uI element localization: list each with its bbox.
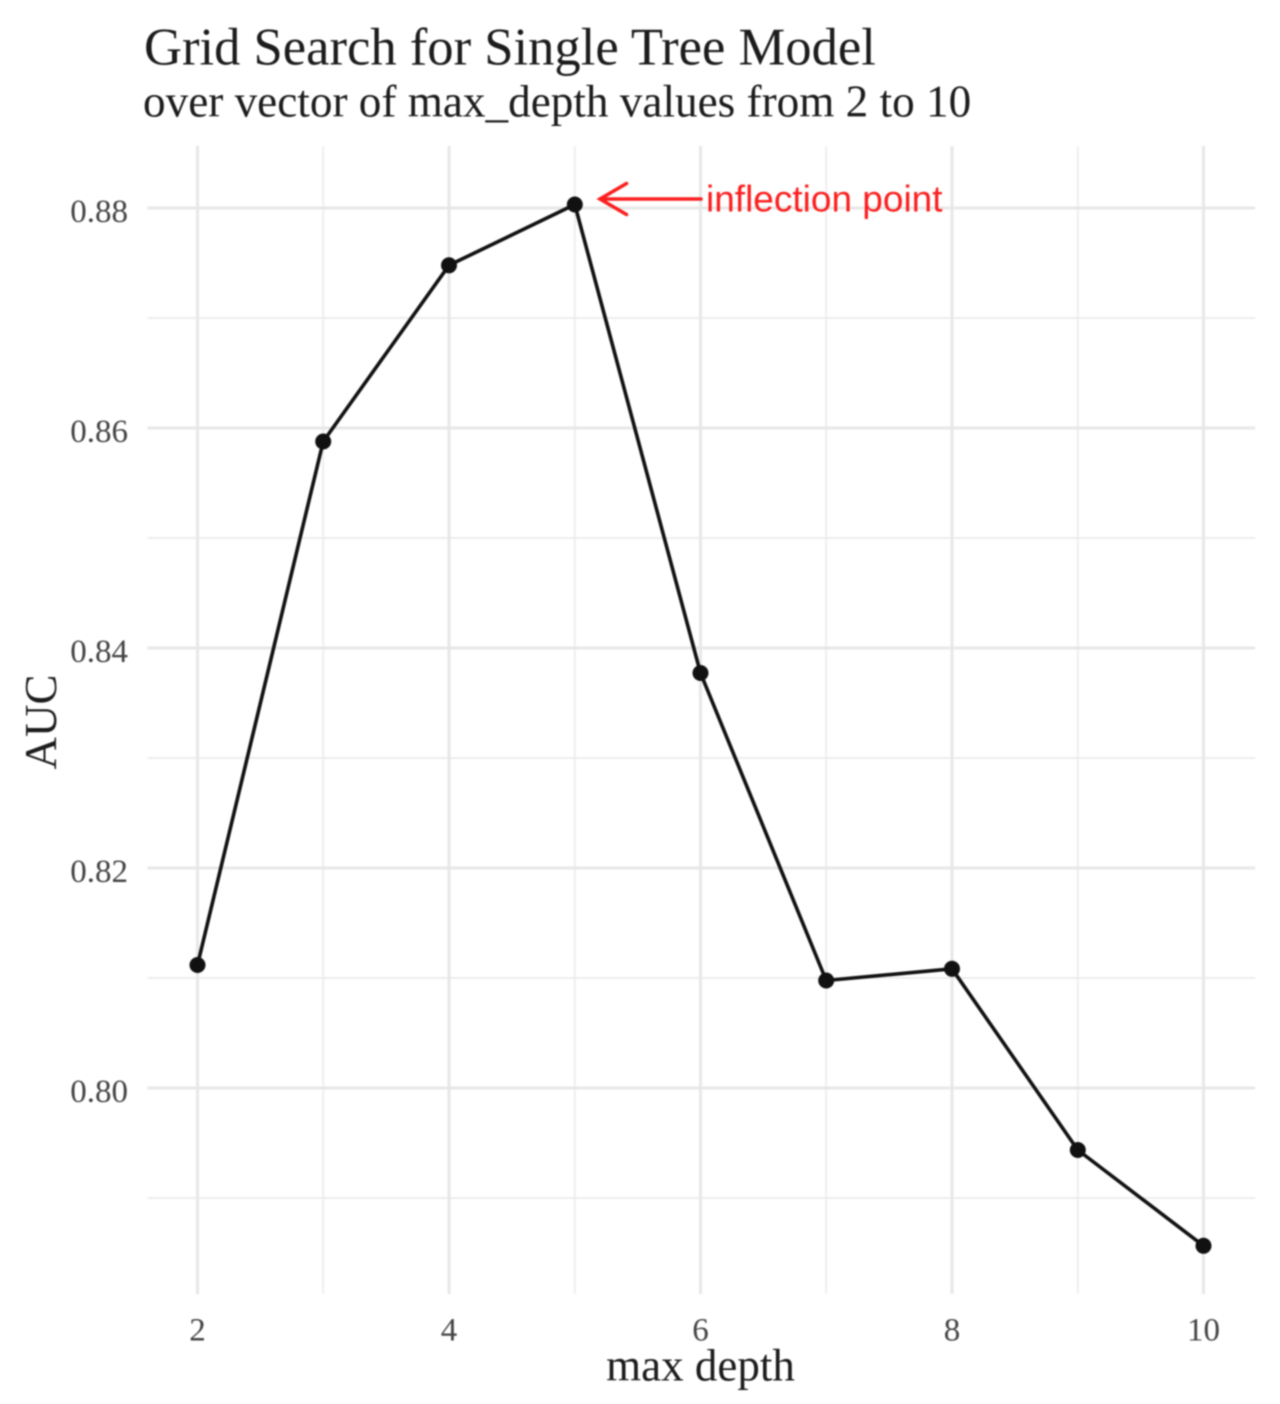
svg-text:0.84: 0.84 <box>70 634 128 670</box>
svg-text:max depth: max depth <box>606 1341 795 1391</box>
svg-text:AUC: AUC <box>16 674 66 769</box>
svg-text:4: 4 <box>441 1313 458 1349</box>
svg-text:inflection point: inflection point <box>706 179 943 220</box>
svg-text:Grid Search for Single Tree Mo: Grid Search for Single Tree Model <box>144 19 876 77</box>
svg-text:0.88: 0.88 <box>70 194 128 230</box>
svg-text:0.82: 0.82 <box>70 854 128 890</box>
svg-text:0.80: 0.80 <box>70 1074 128 1110</box>
svg-text:10: 10 <box>1187 1313 1220 1349</box>
svg-text:2: 2 <box>189 1313 206 1349</box>
svg-text:8: 8 <box>944 1313 961 1349</box>
svg-text:0.86: 0.86 <box>70 414 128 450</box>
svg-text:6: 6 <box>692 1313 709 1349</box>
svg-text:over vector of max_depth value: over vector of max_depth values from 2 t… <box>143 77 971 127</box>
